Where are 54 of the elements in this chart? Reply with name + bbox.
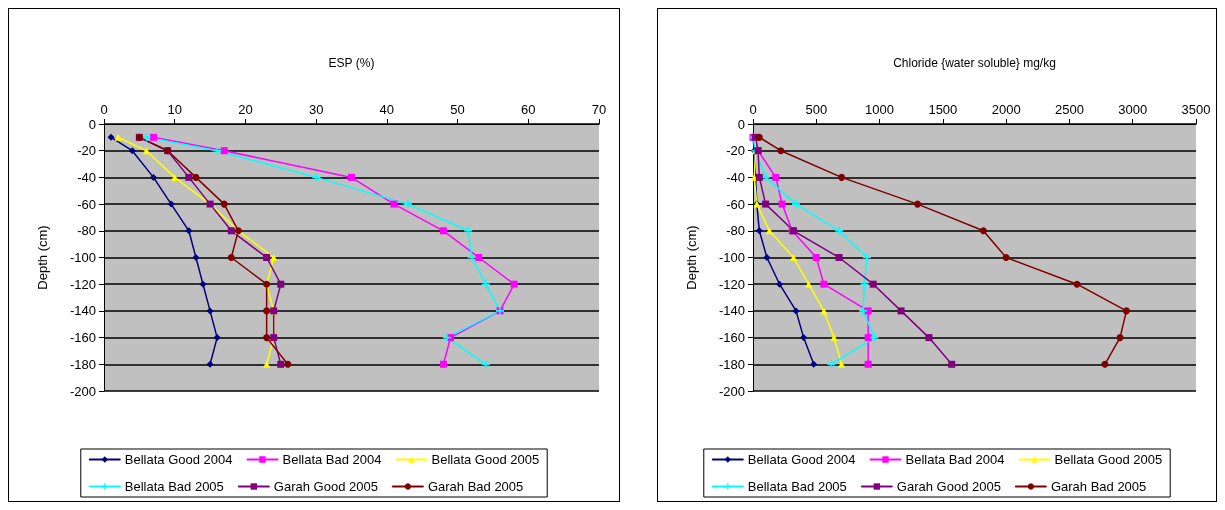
y-tick-label: -20 — [77, 143, 96, 159]
legend-label: Bellata Good 2005 — [431, 452, 540, 467]
x-tick-label: 2000 — [991, 102, 1021, 117]
x-tick-label: 50 — [450, 102, 465, 117]
x-tick-label: 3000 — [1118, 102, 1148, 117]
x-tick-label: 0 — [749, 102, 757, 117]
y-tick-label: -60 — [77, 196, 96, 212]
legend-label: Garah Bad 2005 — [427, 479, 524, 494]
y-tick-label: -180 — [718, 356, 745, 372]
y-tick-label: -40 — [77, 169, 96, 185]
y-tick-label: -160 — [718, 330, 745, 346]
y-tick-label: -80 — [726, 223, 745, 239]
y-tick-label: -160 — [69, 330, 96, 346]
y-tick-label: -40 — [726, 169, 745, 185]
y-tick-label: -180 — [69, 356, 96, 372]
legend-label: Bellata Good 2004 — [747, 452, 856, 467]
y-tick-label: 0 — [737, 116, 745, 132]
y-axis-title: Depth (cm) — [35, 225, 50, 290]
x-tick-label: 1000 — [865, 102, 895, 117]
legend-label: Bellata Good 2005 — [1054, 452, 1163, 467]
legend-label: Garah Bad 2005 — [1050, 479, 1147, 494]
x-axis-title: ESP (%) — [328, 56, 375, 70]
x-tick-label: 2500 — [1054, 102, 1084, 117]
x-tick-label: 70 — [591, 102, 607, 117]
y-axis-title: Depth (cm) — [684, 225, 699, 290]
y-tick-label: -100 — [69, 250, 96, 265]
y-tick-label: -80 — [77, 223, 96, 239]
legend-label: Bellata Bad 2004 — [905, 452, 1005, 467]
legend-label: Bellata Bad 2005 — [747, 479, 847, 494]
y-tick-label: -200 — [69, 383, 96, 399]
x-tick-label: 1500 — [928, 102, 958, 117]
x-tick-label: 40 — [379, 102, 395, 117]
x-axis-title: Chloride {water soluble} mg/kg — [893, 56, 1056, 70]
x-tick-label: 30 — [308, 102, 324, 117]
y-tick-label: -100 — [718, 250, 745, 265]
x-tick-label: 10 — [167, 102, 182, 117]
y-tick-label: -20 — [726, 143, 745, 159]
legend-label: Garah Good 2005 — [273, 479, 378, 494]
x-tick-label: 20 — [238, 102, 253, 117]
x-tick-label: 500 — [805, 102, 828, 117]
y-tick-label: 0 — [88, 116, 96, 132]
y-tick-label: -200 — [718, 383, 745, 399]
x-tick-label: 3500 — [1181, 102, 1211, 117]
x-tick-label: 0 — [100, 102, 108, 117]
legend-label: Garah Good 2005 — [896, 479, 1001, 494]
x-tick-label: 60 — [521, 102, 536, 117]
y-tick-label: -140 — [69, 303, 96, 319]
legend-label: Bellata Bad 2004 — [282, 452, 382, 467]
y-tick-label: -60 — [726, 196, 745, 212]
y-tick-label: -120 — [69, 276, 96, 292]
y-tick-label: -120 — [718, 276, 745, 292]
legend-label: Bellata Bad 2005 — [124, 479, 224, 494]
y-tick-label: -140 — [718, 303, 745, 319]
legend-label: Bellata Good 2004 — [124, 452, 233, 467]
